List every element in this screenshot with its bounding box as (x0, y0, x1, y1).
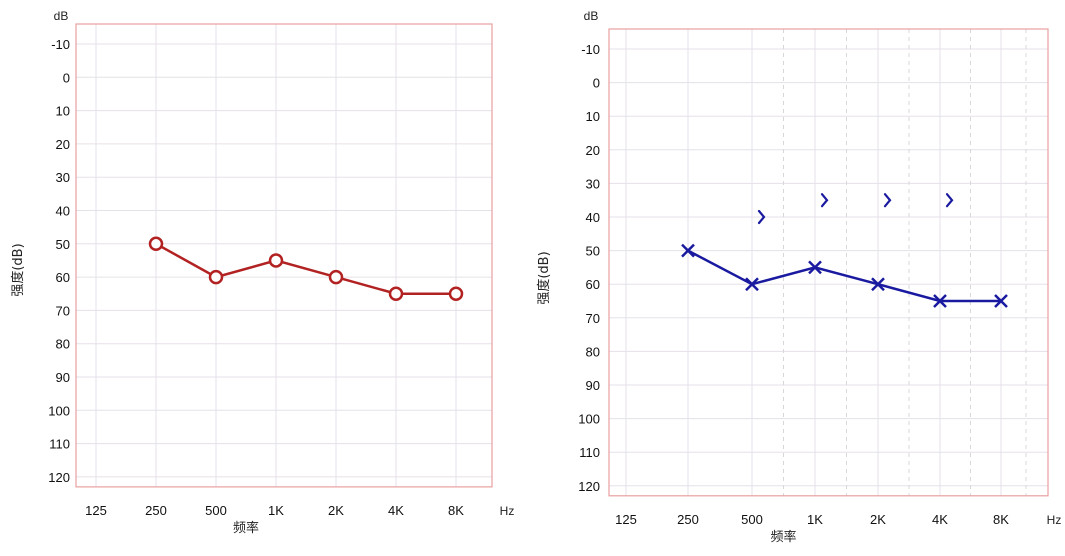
y-tick-label: 70 (586, 311, 600, 326)
y-tick-label: 40 (586, 210, 600, 225)
y-tick-label: -10 (581, 42, 600, 57)
x-tick-label: 4K (932, 512, 948, 527)
x-tick-label: 500 (205, 503, 227, 518)
series-line (687, 249, 1001, 303)
y-axis-title: 强度(dB) (10, 243, 26, 296)
data-point-x (681, 243, 695, 258)
y-tick-label: 100 (48, 403, 70, 418)
y-tick-label: 110 (579, 445, 600, 460)
x-tick-label: 500 (741, 512, 763, 527)
data-point-circle (148, 236, 164, 252)
data-point-circle (448, 286, 464, 301)
x-tick-label: 8K (993, 512, 1009, 527)
x-tick-label: 125 (85, 503, 107, 518)
x-axis-title: 频率 (770, 529, 796, 545)
x-tick-label: 8K (448, 503, 464, 518)
y-tick-label: 110 (49, 437, 70, 452)
plot-area (609, 29, 1048, 496)
y-tick-label: 90 (586, 378, 600, 393)
y-tick-label: 80 (56, 337, 70, 352)
y-tick-label: 120 (48, 470, 70, 485)
y-tick-label: 50 (586, 244, 600, 259)
x-tick-label: 2K (870, 512, 886, 527)
data-point-x (994, 294, 1008, 308)
data-point-x (933, 294, 947, 308)
data-point-x (871, 277, 885, 292)
data-point-chevron (757, 209, 766, 225)
data-point-chevron (945, 193, 954, 208)
x-tick-label: 250 (145, 503, 167, 518)
y-tick-label: 0 (63, 70, 70, 85)
y-tick-label: 60 (56, 270, 70, 285)
y-tick-label: 90 (56, 370, 70, 385)
y-unit-label: dB (584, 9, 599, 23)
x-tick-label: 4K (388, 503, 404, 518)
x-unit-label: Hz (1047, 513, 1062, 527)
data-point-chevron (883, 193, 892, 208)
y-tick-label: 50 (56, 237, 70, 252)
x-tick-label: 125 (615, 512, 637, 527)
y-tick-label: 100 (578, 412, 600, 427)
y-axis-title: 强度(dB) (536, 251, 552, 304)
y-tick-label: 80 (586, 344, 600, 359)
x-tick-label: 1K (268, 503, 284, 518)
y-tick-label: 60 (586, 277, 600, 292)
data-point-circle (328, 269, 344, 285)
audiogram-left-chart: -10 0 10 20 30 40 50 60 70 80 90 100 110 120 dB Hz 125 25… (10, 9, 515, 536)
y-tick-label: -10 (51, 37, 70, 52)
y-unit-label: dB (54, 9, 69, 23)
y-tick-label: 0 (593, 76, 600, 91)
plot-frame (608, 28, 1049, 497)
y-tick-label: 20 (56, 137, 70, 152)
x-axis-title: 频率 (233, 520, 259, 536)
y-tick-label: 120 (578, 479, 600, 494)
y-tick-label: 70 (56, 303, 70, 318)
data-point-x (745, 277, 759, 292)
data-point-circle (268, 253, 284, 268)
y-tick-label: 10 (586, 109, 600, 124)
x-tick-label: 2K (328, 503, 344, 518)
y-tick-label: 10 (56, 104, 70, 119)
plot-area (76, 24, 492, 487)
y-tick-label: 40 (56, 204, 70, 219)
x-unit-label: Hz (500, 504, 515, 518)
data-point-chevron (820, 193, 829, 208)
y-tick-label: 20 (586, 143, 600, 158)
data-point-x (808, 260, 822, 275)
y-tick-label: 30 (56, 170, 70, 185)
x-tick-label: 250 (677, 512, 699, 527)
x-tick-label: 1K (807, 512, 823, 527)
y-tick-label: 30 (586, 176, 600, 191)
plot-frame (75, 23, 493, 488)
data-point-circle (208, 269, 224, 285)
data-point-circle (388, 286, 404, 301)
series-line (155, 242, 456, 295)
